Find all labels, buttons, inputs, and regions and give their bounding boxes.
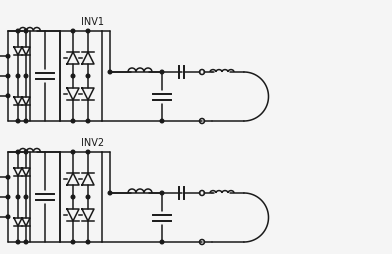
Circle shape [160,191,164,195]
Circle shape [86,74,90,78]
Circle shape [86,150,90,154]
Circle shape [71,195,75,199]
Circle shape [71,74,75,78]
Circle shape [160,70,164,74]
Circle shape [24,29,28,33]
Circle shape [24,240,28,244]
Circle shape [6,176,10,179]
Circle shape [16,119,20,123]
Circle shape [71,29,75,33]
Circle shape [16,74,20,78]
Circle shape [6,215,10,219]
Circle shape [24,195,28,199]
Circle shape [160,240,164,244]
Circle shape [86,29,90,33]
Circle shape [108,70,112,74]
Circle shape [6,195,10,199]
Circle shape [16,29,20,33]
Circle shape [71,119,75,123]
Circle shape [160,119,164,123]
Circle shape [71,240,75,244]
Circle shape [6,94,10,98]
Circle shape [16,150,20,154]
Circle shape [86,240,90,244]
Circle shape [86,195,90,199]
Circle shape [24,74,28,78]
Circle shape [24,150,28,154]
Circle shape [6,54,10,58]
Circle shape [108,191,112,195]
Circle shape [24,119,28,123]
Circle shape [71,150,75,154]
Circle shape [16,195,20,199]
Text: INV2: INV2 [82,138,105,148]
Circle shape [6,74,10,78]
Circle shape [16,240,20,244]
Circle shape [86,119,90,123]
Text: INV1: INV1 [82,17,105,27]
